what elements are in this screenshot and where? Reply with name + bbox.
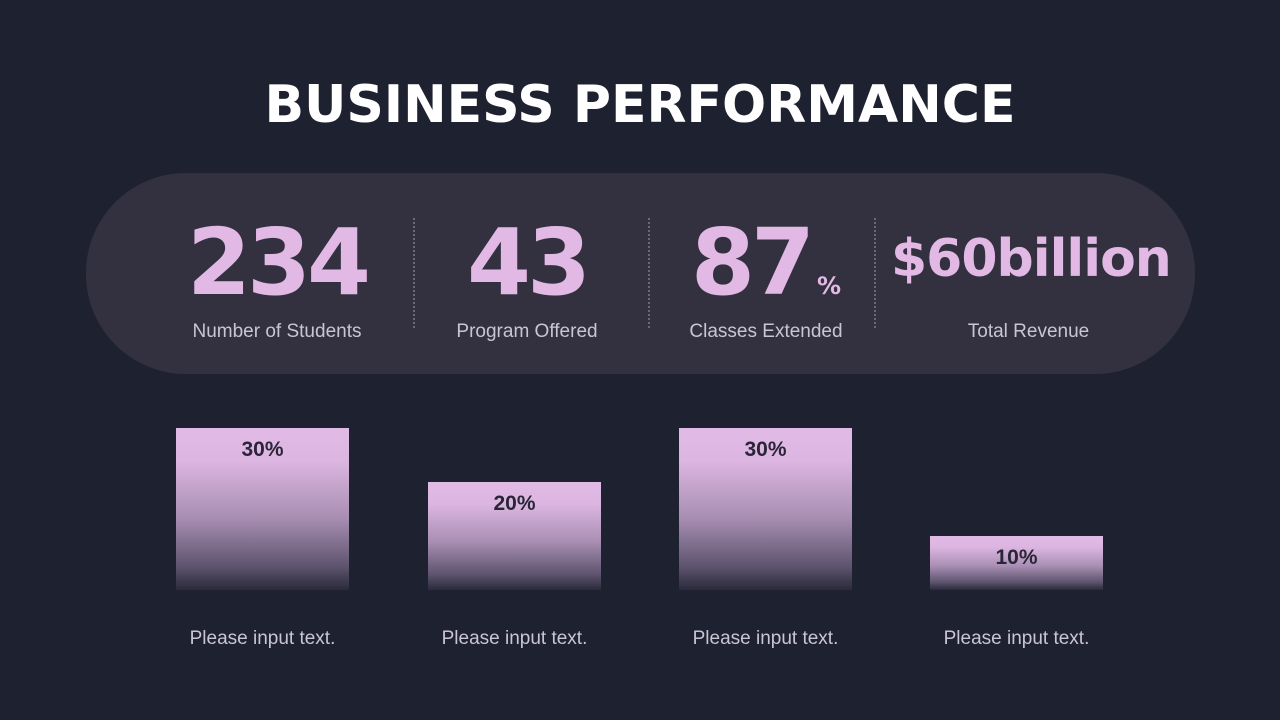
category-label: Please input text. — [692, 628, 839, 649]
bar-value-label: 30% — [241, 438, 284, 461]
stat-programs-value: 43 — [466, 209, 591, 316]
stat-classes-label: Classes Extended — [689, 321, 843, 342]
category-label: Please input text. — [943, 628, 1090, 649]
bar: 10% — [930, 536, 1103, 590]
bar-value-label: 10% — [995, 546, 1038, 569]
stat-programs: 43 Program Offered — [432, 173, 622, 374]
stat-classes-value: 87% — [690, 209, 842, 316]
stat-classes-unit: % — [816, 272, 842, 300]
stat-classes: 87% Classes Extended — [671, 173, 861, 374]
stat-revenue-value: $60billion — [891, 229, 1172, 289]
bar: 30% — [679, 428, 852, 590]
stat-revenue: $60billion Total Revenue — [891, 173, 1172, 374]
stat-divider — [413, 218, 415, 328]
bar-value-label: 30% — [744, 438, 787, 461]
stat-divider — [874, 218, 876, 328]
bar: 30% — [176, 428, 349, 590]
stat-students-label: Number of Students — [192, 321, 362, 342]
stat-revenue-label: Total Revenue — [967, 321, 1090, 342]
page-title: BUSINESS PERFORMANCE — [264, 75, 1016, 135]
stat-students-value: 234 — [186, 209, 371, 316]
category-label: Please input text. — [189, 628, 336, 649]
bar-value-label: 20% — [493, 492, 536, 515]
stat-students: 234 Number of Students — [182, 173, 372, 374]
stat-divider — [648, 218, 650, 328]
bar: 20% — [428, 482, 601, 590]
stat-programs-label: Program Offered — [456, 321, 598, 342]
stats-panel: 234 Number of Students 43 Program Offere… — [86, 173, 1195, 374]
category-label: Please input text. — [441, 628, 588, 649]
